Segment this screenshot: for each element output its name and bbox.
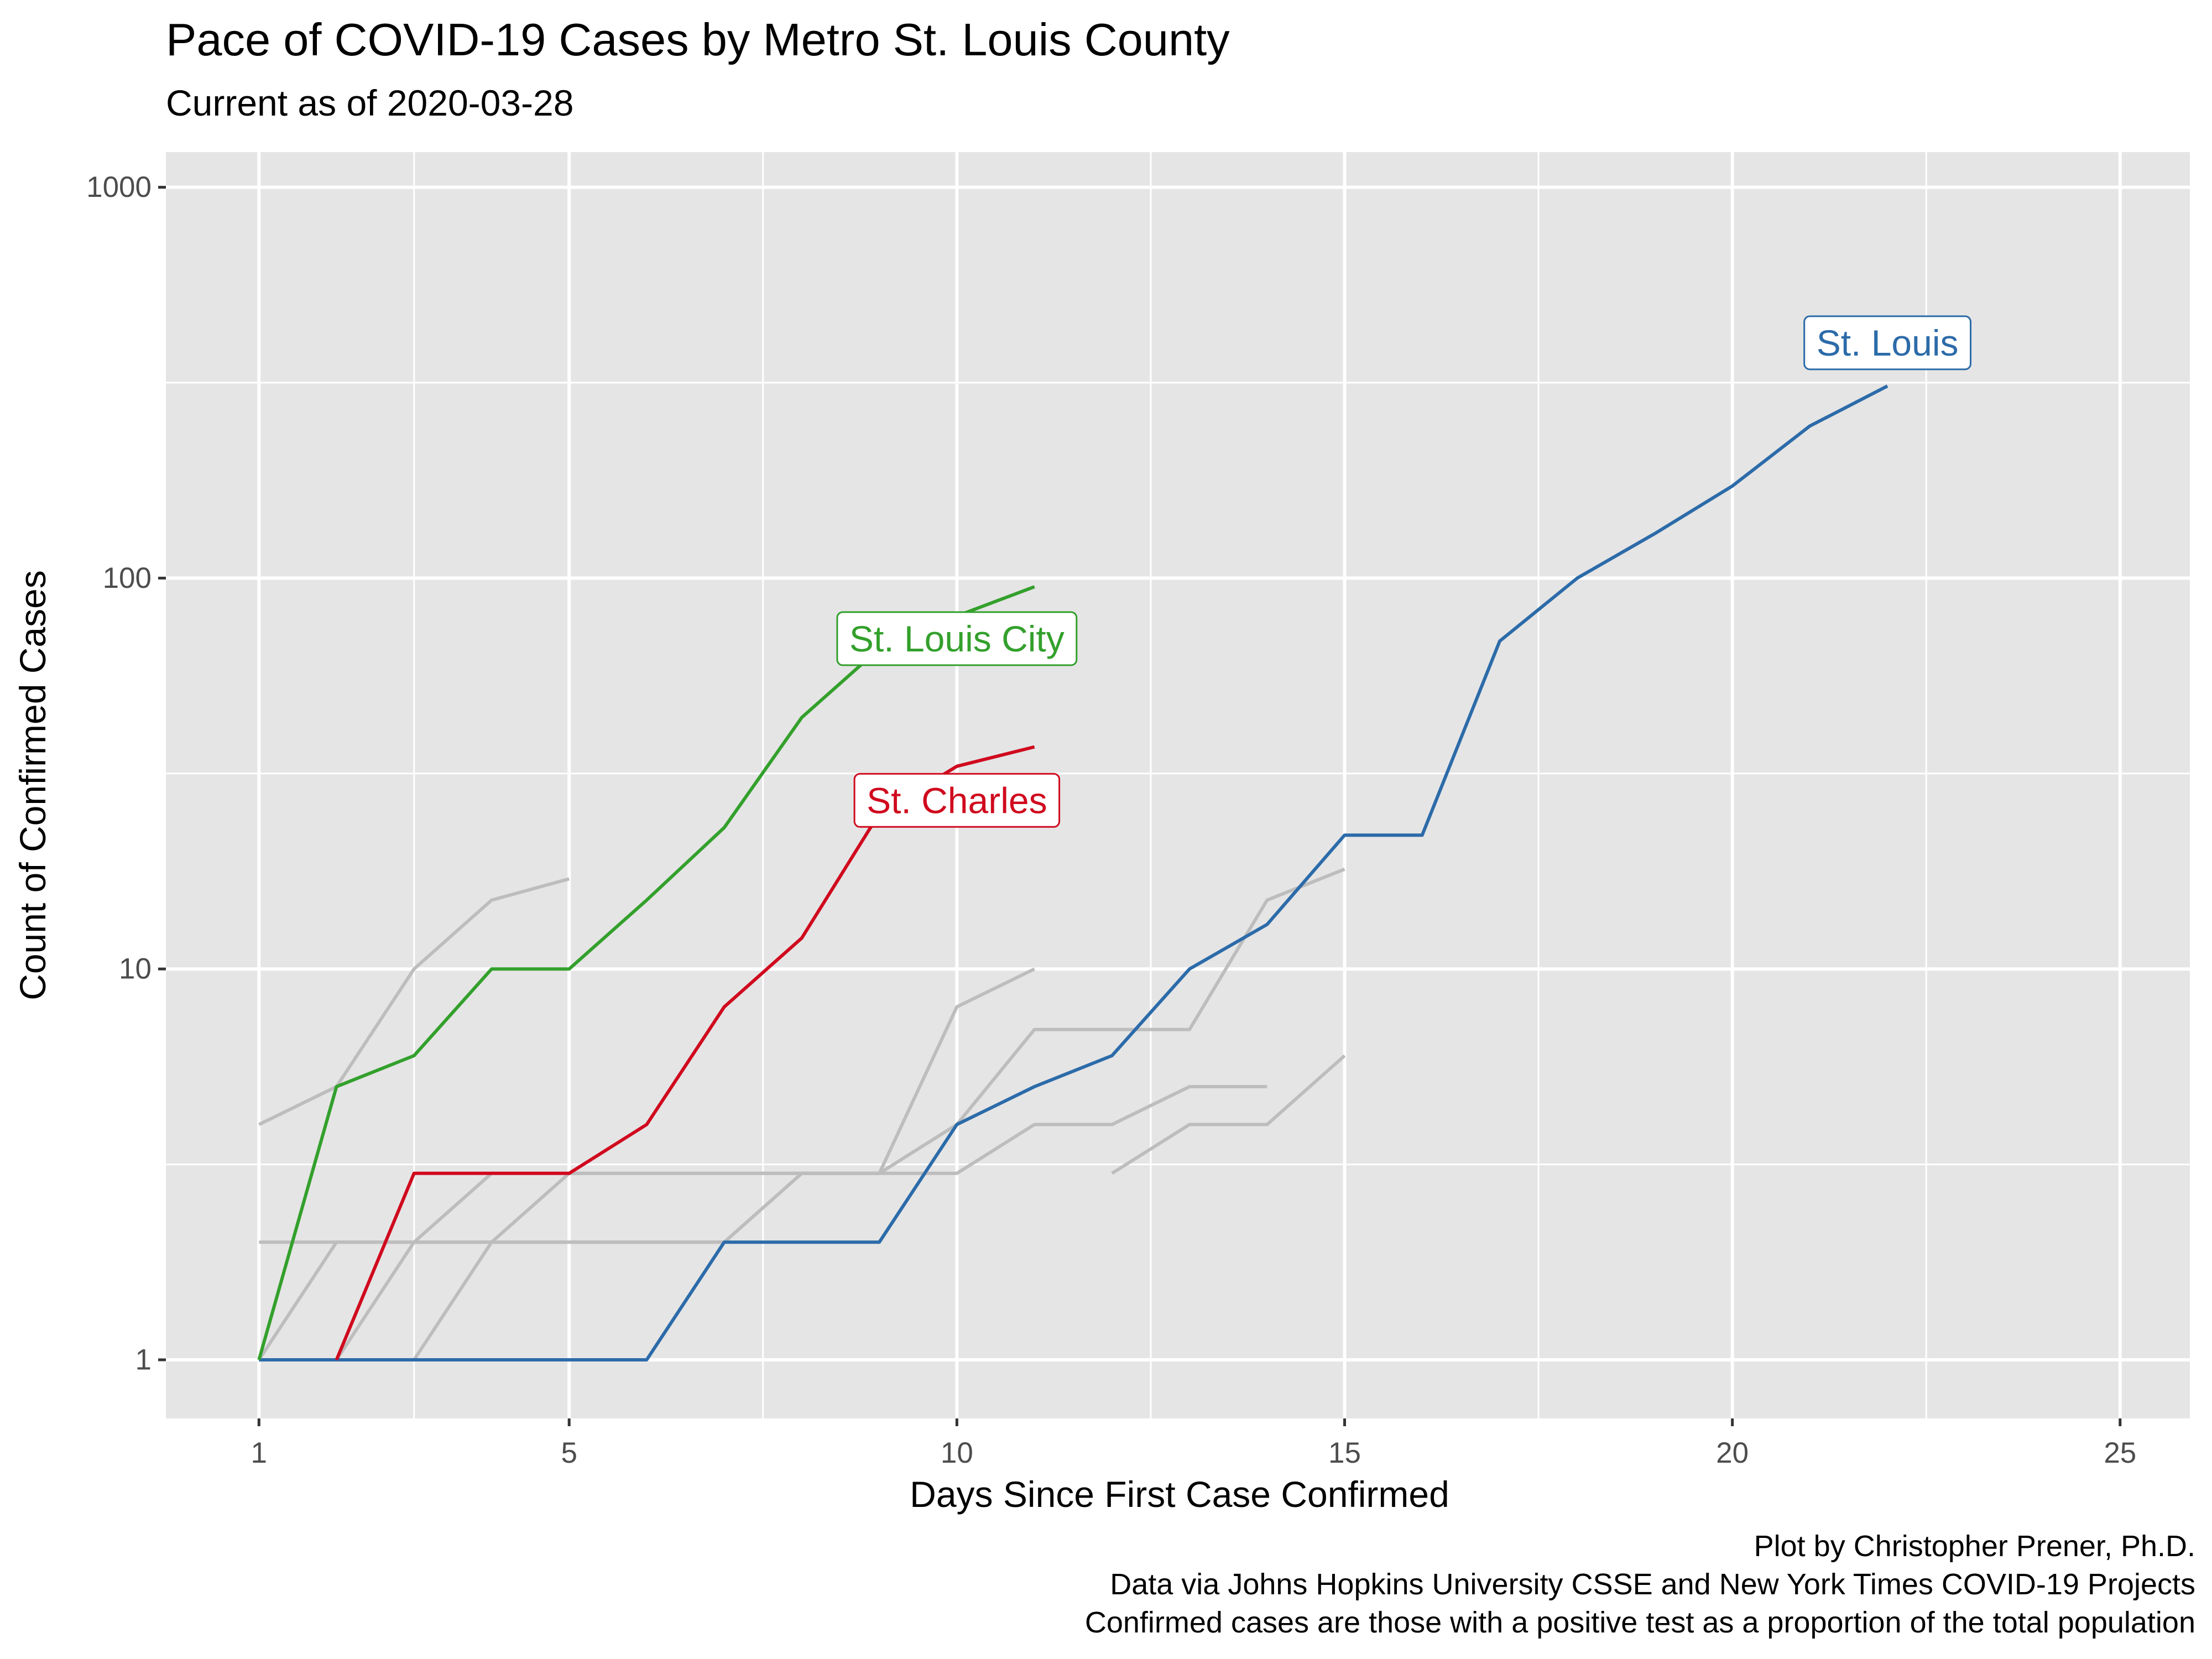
- x-tick-label: 1: [251, 1437, 267, 1469]
- series-label-text: St. Charles: [867, 780, 1047, 821]
- series-line-st-louis: [259, 384, 1888, 1361]
- series-labels: St. Louis St. Louis City St. Charles: [836, 315, 1972, 828]
- y-tick-label: 10: [119, 953, 152, 985]
- axis-ticks: [158, 186, 2122, 1426]
- y-axis-title: Count of Confirmed Cases: [12, 570, 53, 1000]
- series-label-st-charles: St. Charles: [853, 773, 1061, 828]
- y-tick-label: 100: [103, 562, 152, 594]
- x-tick-label: 15: [1328, 1437, 1361, 1469]
- background-series-line-6: [1111, 1054, 1346, 1175]
- background-series-line-1: [258, 877, 570, 1126]
- background-series-line-5: [336, 1171, 880, 1361]
- series-label-text: St. Louis City: [849, 618, 1065, 659]
- x-tick-label: 25: [2104, 1437, 2136, 1469]
- series-label-st-louis-city: St. Louis City: [836, 611, 1078, 666]
- x-tick-label: 10: [941, 1437, 973, 1469]
- chart-title: Pace of COVID-19 Cases by Metro St. Loui…: [166, 14, 1230, 65]
- background-series-lines: [257, 868, 1346, 1361]
- y-tick-label: 1000: [86, 171, 152, 204]
- chart-subtitle: Current as of 2020-03-28: [166, 82, 574, 123]
- y-tick-label: 1: [135, 1343, 152, 1376]
- caption-author: Plot by Christopher Prener, Ph.D.: [1754, 1530, 2195, 1563]
- caption-source: Data via Johns Hopkins University CSSE a…: [1110, 1568, 2195, 1601]
- caption-note: Confirmed cases are those with a positiv…: [1084, 1606, 2195, 1639]
- series-label-st-louis: St. Louis: [1803, 315, 1972, 371]
- x-tick-label: 20: [1716, 1437, 1749, 1469]
- x-tick-label: 5: [561, 1437, 577, 1469]
- series-label-text: St. Louis: [1817, 322, 1959, 363]
- minor-gridlines: [166, 152, 2190, 1418]
- x-axis-title: Days Since First Case Confirmed: [910, 1474, 1449, 1515]
